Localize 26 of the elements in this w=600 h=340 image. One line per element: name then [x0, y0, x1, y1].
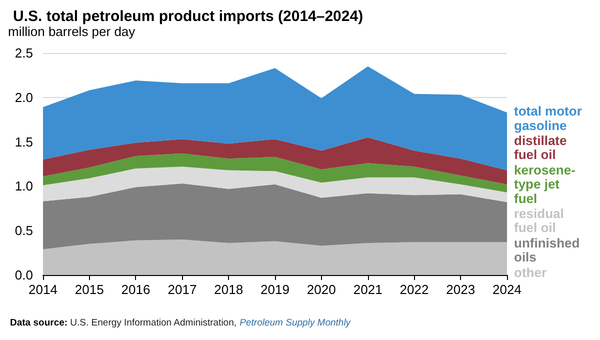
x-tick-label: 2018 — [214, 282, 244, 297]
y-tick-label: 2.0 — [14, 90, 33, 105]
y-tick-label: 2.5 — [14, 46, 33, 60]
series-label: other — [514, 264, 546, 280]
y-tick-label: 1.5 — [14, 134, 33, 150]
y-axis-title: million barrels per day — [8, 24, 136, 39]
series-label: unfinished oils — [514, 235, 580, 265]
chart-title: U.S. total petroleum product imports (2014–2024) — [13, 8, 364, 25]
x-tick-label: 2023 — [446, 282, 476, 297]
x-tick-label: 2015 — [74, 282, 104, 297]
x-tick-label: 2014 — [28, 282, 58, 297]
x-tick-label: 2020 — [306, 282, 336, 297]
series-label: kerosene-type jet fuel — [514, 162, 576, 206]
y-tick-label: 0.0 — [14, 268, 33, 282]
series-label: residual fuel oil — [514, 206, 564, 236]
y-tick-label: 0.5 — [14, 223, 33, 238]
y-tick-label: 1.0 — [14, 178, 33, 194]
series-label: distillate fuel oil — [514, 133, 567, 162]
x-tick-label: 2024 — [492, 282, 522, 297]
x-tick-label: 2022 — [400, 282, 429, 297]
x-tick-label: 2016 — [121, 282, 150, 297]
x-tick-label: 2021 — [353, 282, 382, 297]
x-tick-label: 2017 — [168, 282, 197, 297]
series-label: total motor gasoline — [514, 104, 582, 133]
x-tick-label: 2019 — [260, 282, 290, 297]
source-note: Data source: U.S. Energy Information Administration, Petroleum Supply Monthly — [10, 318, 352, 328]
